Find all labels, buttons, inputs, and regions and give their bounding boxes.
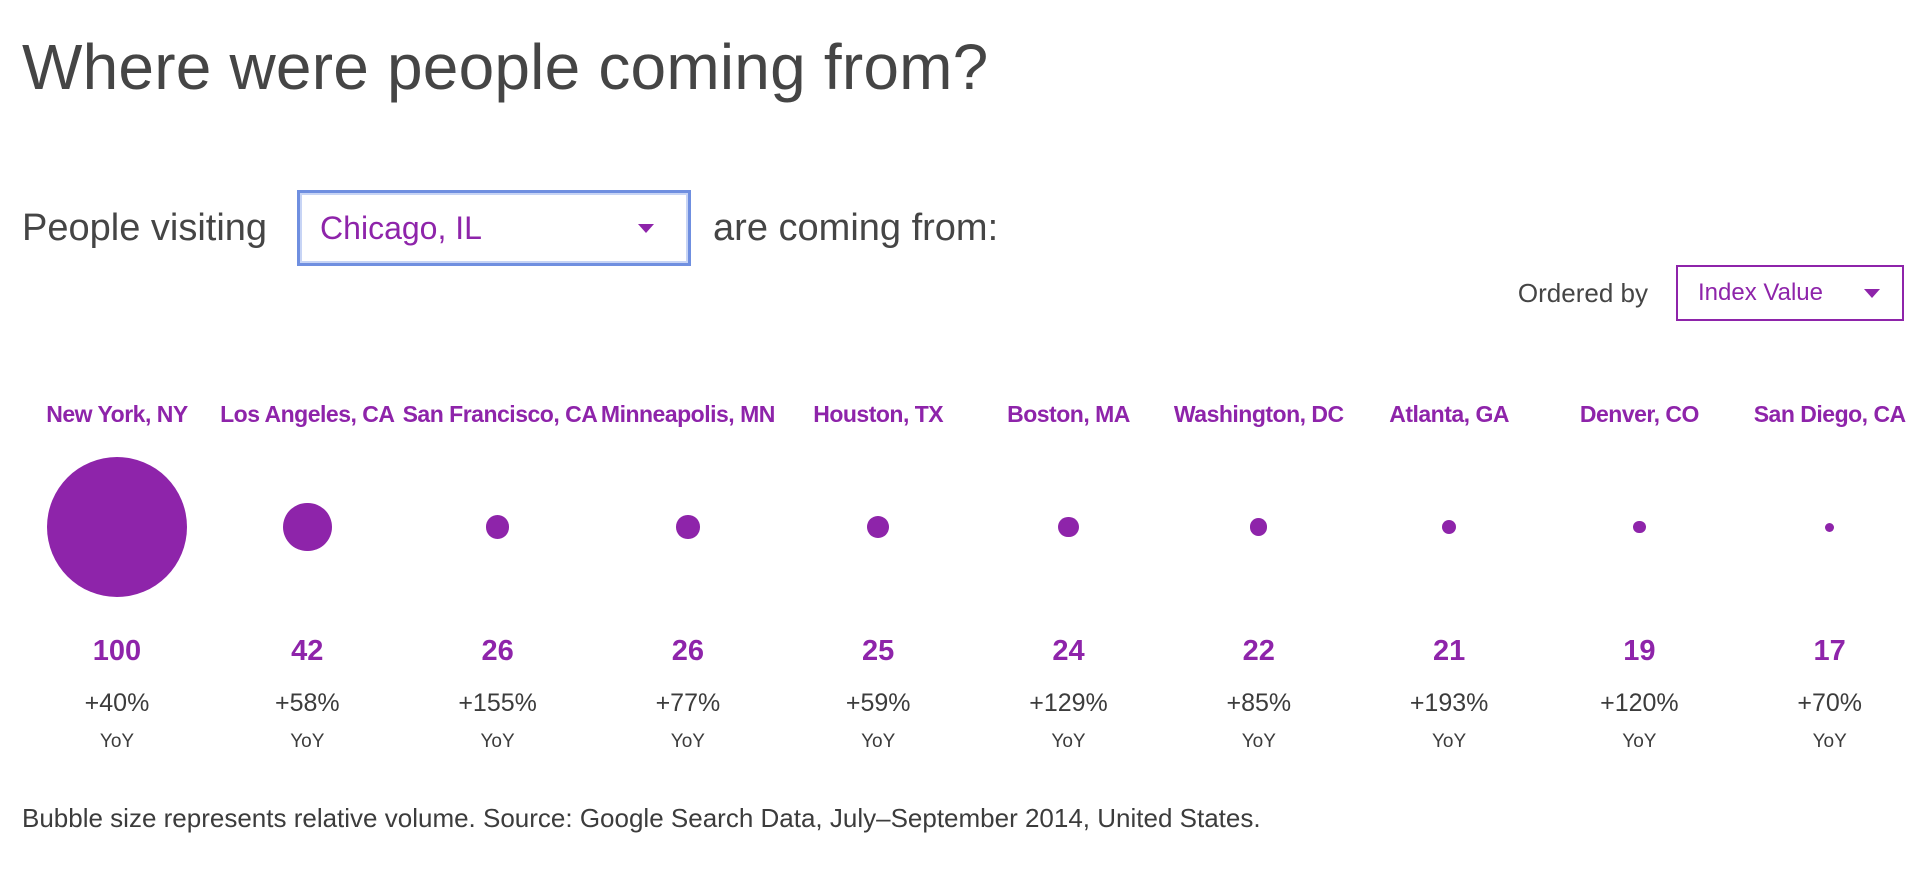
volume-bubble [283, 502, 332, 552]
index-value: 22 [1242, 635, 1275, 667]
bubble-area [783, 457, 973, 597]
yoy-change: +70% [1797, 689, 1862, 717]
yoy-label: YoY [1622, 731, 1657, 752]
city-column: Denver, CO 19 +120% YoY [1544, 395, 1734, 765]
index-value: 26 [481, 635, 514, 667]
city-label: Atlanta, GA [1389, 401, 1509, 427]
order-select-value: Index Value [1698, 279, 1823, 306]
city-column: New York, NY 100 +40% YoY [22, 395, 212, 765]
index-value: 25 [862, 635, 895, 667]
city-column: Atlanta, GA 21 +193% YoY [1354, 395, 1544, 765]
yoy-change: +77% [655, 689, 721, 717]
yoy-change: +155% [458, 689, 537, 717]
city-column: Boston, MA 24 +129% YoY [974, 395, 1164, 765]
yoy-label: YoY [290, 731, 325, 752]
chevron-down-icon [638, 223, 655, 233]
city-column: Houston, TX 25 +59% YoY [783, 395, 973, 765]
yoy-change: +40% [84, 689, 150, 717]
bubble-area [403, 457, 593, 597]
yoy-label: YoY [1241, 731, 1276, 752]
city-selector-row: People visiting Chicago, IL are coming f… [22, 190, 998, 266]
index-value: 26 [671, 635, 705, 667]
bubble-area [1164, 457, 1354, 597]
bubble-area [1735, 457, 1914, 597]
volume-bubble [1825, 522, 1835, 532]
yoy-label: YoY [1432, 731, 1467, 752]
city-column: Minneapolis, MN 26 +77% YoY [593, 395, 783, 765]
city-column: San Francisco, CA 26 +155% YoY [402, 395, 598, 765]
page-title: Where were people coming from? [22, 31, 989, 103]
city-label: San Diego, CA [1753, 401, 1906, 427]
city-label: Washington, DC [1173, 401, 1344, 427]
order-select[interactable]: Index Value [1676, 265, 1904, 321]
people-visiting-label: People visiting [22, 206, 268, 249]
yoy-label: YoY [1051, 731, 1086, 752]
volume-bubble [485, 515, 510, 539]
volume-bubble [47, 457, 187, 597]
volume-bubble [1633, 520, 1646, 534]
city-select-value: Chicago, IL [320, 209, 482, 246]
yoy-change: +59% [845, 689, 911, 717]
city-column: San Diego, CA 17 +70% YoY [1735, 395, 1914, 765]
yoy-label: YoY [480, 731, 515, 752]
volume-bubble [1441, 519, 1457, 535]
bubble-area [593, 457, 783, 597]
yoy-label: YoY [99, 731, 135, 752]
bubble-area [974, 457, 1164, 597]
volume-bubble [1250, 518, 1268, 536]
footnote: Bubble size represents relative volume. … [22, 803, 1261, 833]
yoy-change: +129% [1029, 689, 1108, 717]
chevron-down-icon [1864, 288, 1880, 298]
index-value: 100 [92, 635, 142, 667]
volume-bubble [867, 516, 890, 538]
city-column: Washington, DC 22 +85% YoY [1164, 395, 1354, 765]
city-label: Minneapolis, MN [600, 401, 775, 427]
bubble-chart: New York, NY 100 +40% YoY Los Angeles, CA 42 +… [22, 395, 1906, 765]
coming-from-label: are coming from: [713, 206, 999, 249]
yoy-label: YoY [861, 731, 896, 752]
bubble-area [1544, 457, 1734, 597]
city-label: San Francisco, CA [402, 401, 598, 427]
index-value: 19 [1623, 635, 1656, 667]
index-value: 24 [1052, 635, 1085, 667]
city-label: Boston, MA [1007, 401, 1130, 427]
city-label: Denver, CO [1579, 401, 1700, 427]
yoy-change: +58% [274, 689, 340, 717]
city-label: Houston, TX [813, 401, 944, 427]
city-column: Los Angeles, CA 42 +58% YoY [212, 395, 402, 765]
bubble-area [1354, 457, 1544, 597]
yoy-change: +120% [1600, 689, 1679, 717]
city-label: Los Angeles, CA [220, 401, 395, 427]
ordered-by-label: Ordered by [1517, 277, 1648, 308]
volume-bubble [1058, 516, 1079, 538]
yoy-label: YoY [1812, 731, 1847, 752]
yoy-label: YoY [670, 731, 705, 752]
order-row: Ordered by Index Value [1518, 265, 1904, 321]
volume-bubble [676, 515, 700, 539]
index-value: 42 [291, 635, 324, 667]
bubble-area [22, 457, 212, 597]
bubble-area [212, 457, 402, 597]
city-select[interactable]: Chicago, IL [297, 190, 692, 266]
index-value: 21 [1432, 635, 1466, 667]
yoy-change: +193% [1409, 689, 1489, 717]
city-label: New York, NY [46, 401, 188, 427]
yoy-change: +85% [1226, 689, 1292, 717]
index-value: 17 [1813, 635, 1846, 667]
